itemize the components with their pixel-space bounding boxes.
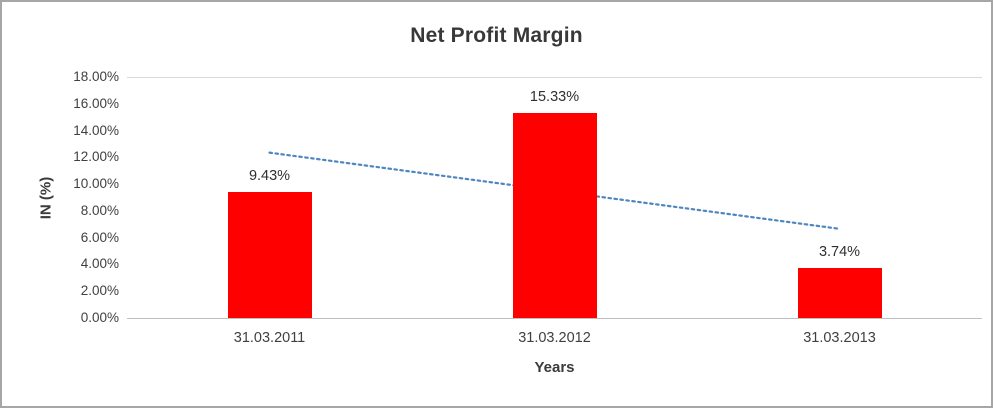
data-label: 15.33% bbox=[529, 88, 580, 105]
chart-title: Net Profit Margin bbox=[410, 24, 583, 47]
y-tick-label: 0.00% bbox=[80, 310, 119, 325]
y-tick-label: 6.00% bbox=[80, 229, 119, 245]
x-tick-label: 31.03.2012 bbox=[518, 330, 591, 346]
bar bbox=[797, 267, 882, 318]
x-tick-label: 31.03.2011 bbox=[233, 330, 306, 346]
y-tick-label: 4.00% bbox=[80, 256, 119, 272]
x-axis-title: Years bbox=[534, 359, 575, 376]
y-tick-label: 18.00% bbox=[73, 69, 119, 84]
bar bbox=[512, 112, 597, 318]
y-tick-label: 14.00% bbox=[73, 122, 119, 138]
data-label: 3.74% bbox=[818, 243, 861, 260]
bar bbox=[227, 191, 312, 318]
y-tick-label: 10.00% bbox=[73, 176, 119, 192]
y-tick-label: 16.00% bbox=[73, 95, 119, 111]
y-tick-label: 8.00% bbox=[80, 202, 119, 218]
x-tick-label: 31.03.2013 bbox=[803, 330, 876, 346]
y-tick-label: 2.00% bbox=[80, 283, 119, 299]
x-axis-line bbox=[127, 318, 982, 319]
data-label: 9.43% bbox=[248, 167, 291, 184]
y-tick-label: 12.00% bbox=[73, 149, 119, 165]
top-gridline bbox=[127, 77, 982, 78]
